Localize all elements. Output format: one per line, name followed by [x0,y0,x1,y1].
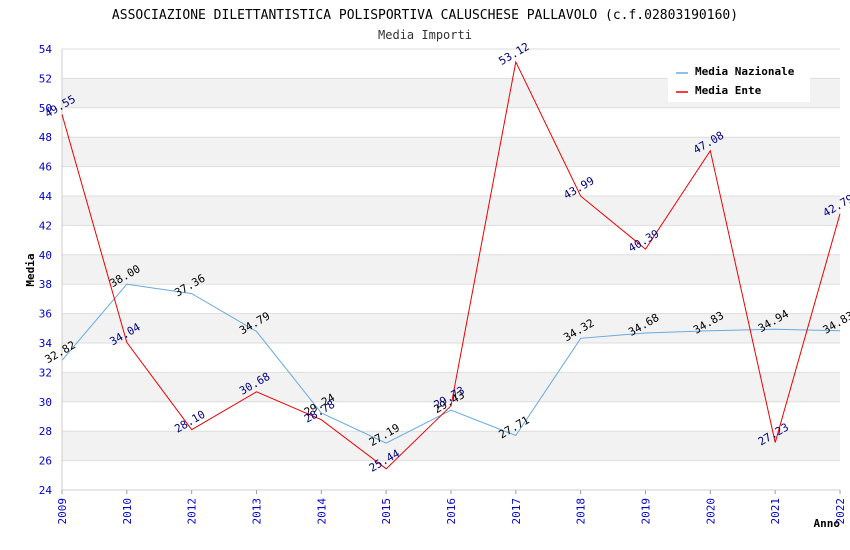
x-tick-label: 2012 [186,498,199,525]
y-axis-label: Media [24,253,37,286]
x-tick-label: 2021 [769,498,782,525]
legend: Media Nazionale Media Ente [668,60,810,102]
y-tick-label: 24 [39,484,53,497]
data-label-media-ente: 49.55 [43,92,78,120]
grid-band [62,196,840,226]
y-tick-label: 44 [39,190,53,203]
x-axis-label: Anno [814,517,841,530]
y-tick-label: 48 [39,131,52,144]
y-tick-label: 52 [39,72,52,85]
series-lines [61,60,841,470]
y-tick-label: 54 [39,43,53,56]
y-tick-label: 34 [39,337,53,350]
x-tick-labels: 2009 2010 2012 2013 2014 2015 2016 2017 2018 2019… [56,498,847,525]
y-tick-label: 30 [39,396,52,409]
series-line-media-nazionale [61,283,841,444]
x-tick-label: 2010 [121,498,134,525]
x-tick-label: 2015 [380,498,393,525]
legend-label-media-ente: Media Ente [695,84,762,97]
y-tick-label: 42 [39,219,52,232]
legend-label-media-nazionale: Media Nazionale [695,65,795,78]
grid-band [62,431,840,461]
data-label-media-ente: 53.12 [496,40,531,68]
y-tick-label: 46 [39,161,52,174]
y-tick-label: 36 [39,308,52,321]
x-tick-label: 2022 [834,498,847,525]
data-label-media-ente: 40.39 [626,227,661,255]
x-tick-label: 2013 [251,498,264,525]
series-line-media-ente [61,60,841,470]
x-tick-label: 2009 [56,498,69,525]
x-tick-label: 2019 [640,498,653,525]
x-tick-label: 2017 [510,498,523,525]
grid-band [62,254,840,285]
chart-subtitle: Media Importi [378,28,472,42]
y-tick-labels: 24 26 28 30 32 34 36 38 40 42 44 46 48 50 52 54 [39,43,53,497]
y-tick-label: 32 [39,366,52,379]
legend-box [668,60,810,102]
x-tick-label: 2014 [315,498,328,525]
grid-band [62,313,840,343]
chart-title: ASSOCIAZIONE DILETTANTISTICA POLISPORTIV… [112,8,738,23]
y-tick-label: 26 [39,455,52,468]
x-tick-label: 2016 [445,498,458,525]
axes [61,49,841,494]
y-tick-label: 50 [39,102,52,115]
y-tick-label: 38 [39,278,52,291]
x-tick-label: 2020 [704,498,717,525]
grid-band [62,372,840,402]
x-tick-label: 2018 [575,498,588,525]
y-tick-label: 40 [39,249,52,262]
y-tick-label: 28 [39,425,52,438]
